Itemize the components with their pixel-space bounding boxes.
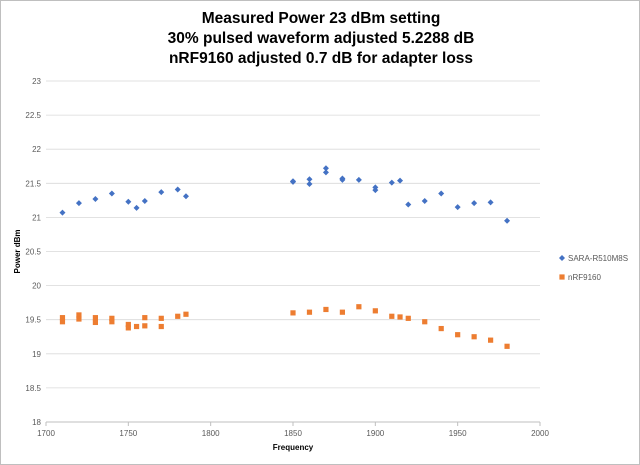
data-point: [487, 199, 494, 206]
legend-marker: [559, 274, 565, 280]
data-point: [306, 176, 313, 183]
data-point: [76, 316, 82, 322]
y-tick-label: 18: [32, 418, 41, 427]
data-point: [109, 315, 115, 321]
data-point: [92, 315, 98, 321]
data-point: [108, 190, 115, 197]
x-axis-title: Frequency: [273, 443, 314, 452]
data-point: [158, 189, 165, 196]
data-point: [158, 323, 164, 330]
y-tick-label: 20: [32, 282, 41, 291]
y-tick-label: 18.5: [25, 384, 41, 393]
gridlines: [46, 80, 540, 423]
data-point: [421, 198, 428, 205]
data-point: [306, 180, 313, 187]
tick-labels: 18 18.5 19 19.5 20 20.5 21 21.5 22 22.5 23 1700 1750…: [25, 77, 549, 438]
data-point: [125, 198, 132, 205]
data-point: [372, 308, 378, 314]
data-point: [125, 325, 131, 331]
y-tick-label: 19.5: [25, 316, 41, 325]
legend-marker: [559, 255, 565, 261]
y-tick-label: 23: [32, 77, 41, 86]
x-tick-label: 1700: [37, 429, 55, 438]
y-tick-label: 19: [32, 350, 41, 359]
data-point: [290, 310, 296, 316]
x-tick-label: 1900: [366, 429, 384, 438]
data-point: [405, 315, 411, 321]
y-tick-label: 20.5: [25, 248, 41, 257]
data-point: [76, 312, 82, 318]
data-point: [290, 178, 296, 185]
data-point: [438, 190, 445, 197]
x-tick-label: 1950: [449, 429, 467, 438]
x-tick-label: 1750: [119, 429, 137, 438]
x-tick-label: 2000: [531, 429, 549, 438]
data-point: [356, 304, 362, 310]
y-tick-label: 21: [32, 213, 41, 222]
data-point: [109, 319, 115, 325]
data-point: [322, 165, 329, 172]
data-point: [141, 198, 148, 205]
data-point: [422, 319, 428, 325]
legend-label: nRF9160: [568, 273, 601, 282]
data-point: [397, 314, 403, 320]
data-point: [133, 323, 140, 330]
data-point: [323, 306, 329, 313]
data-series: [59, 165, 511, 349]
data-point: [75, 200, 82, 207]
data-point: [405, 201, 412, 208]
legend: SARA-R510M8S nRF9160: [559, 254, 628, 282]
data-point: [125, 321, 131, 328]
legend-label: SARA-R510M8S: [568, 254, 628, 263]
data-point: [158, 315, 164, 321]
data-point: [182, 193, 189, 200]
chart-title-line-2: 30% pulsed waveform adjusted 5.2288 dB: [167, 30, 475, 47]
x-tick-label: 1800: [202, 429, 220, 438]
data-point: [92, 319, 98, 326]
data-point: [59, 209, 66, 216]
axes: [45, 421, 541, 426]
y-tick-label: 22: [32, 145, 41, 154]
data-point: [59, 315, 66, 321]
data-point: [142, 323, 148, 329]
data-point: [175, 313, 181, 319]
data-point: [306, 309, 313, 315]
x-tick-label: 1850: [284, 429, 302, 438]
data-point: [488, 337, 494, 343]
data-point: [471, 200, 478, 207]
data-point: [397, 177, 404, 184]
data-point: [59, 319, 66, 325]
series-nrf9160: [59, 304, 510, 349]
data-point: [174, 186, 181, 193]
data-point: [92, 195, 99, 202]
data-point: [455, 332, 461, 338]
chart-title: Measured Power 23 dBm setting 30% pulsed…: [1, 9, 640, 69]
chart-title-line-1: Measured Power 23 dBm setting: [201, 10, 441, 27]
y-tick-label: 22.5: [25, 111, 41, 120]
data-point: [133, 204, 140, 211]
data-point: [339, 176, 346, 183]
data-point: [142, 315, 148, 321]
data-point: [504, 217, 511, 224]
data-point: [183, 311, 189, 317]
data-point: [454, 204, 461, 211]
y-axis-title: Power dBm: [13, 229, 22, 273]
data-point: [339, 309, 345, 315]
chart-title-line-3: nRF9160 adjusted 0.7 dB for adapter loss: [168, 50, 474, 67]
data-point: [322, 169, 329, 176]
data-point: [355, 176, 362, 183]
data-point: [389, 313, 395, 319]
y-tick-label: 21.5: [25, 179, 41, 188]
data-point: [438, 325, 444, 332]
data-point: [372, 187, 379, 194]
data-point: [471, 334, 477, 340]
data-point: [388, 179, 395, 186]
data-point: [504, 343, 510, 349]
series-sara-r510m8s: [59, 165, 511, 224]
